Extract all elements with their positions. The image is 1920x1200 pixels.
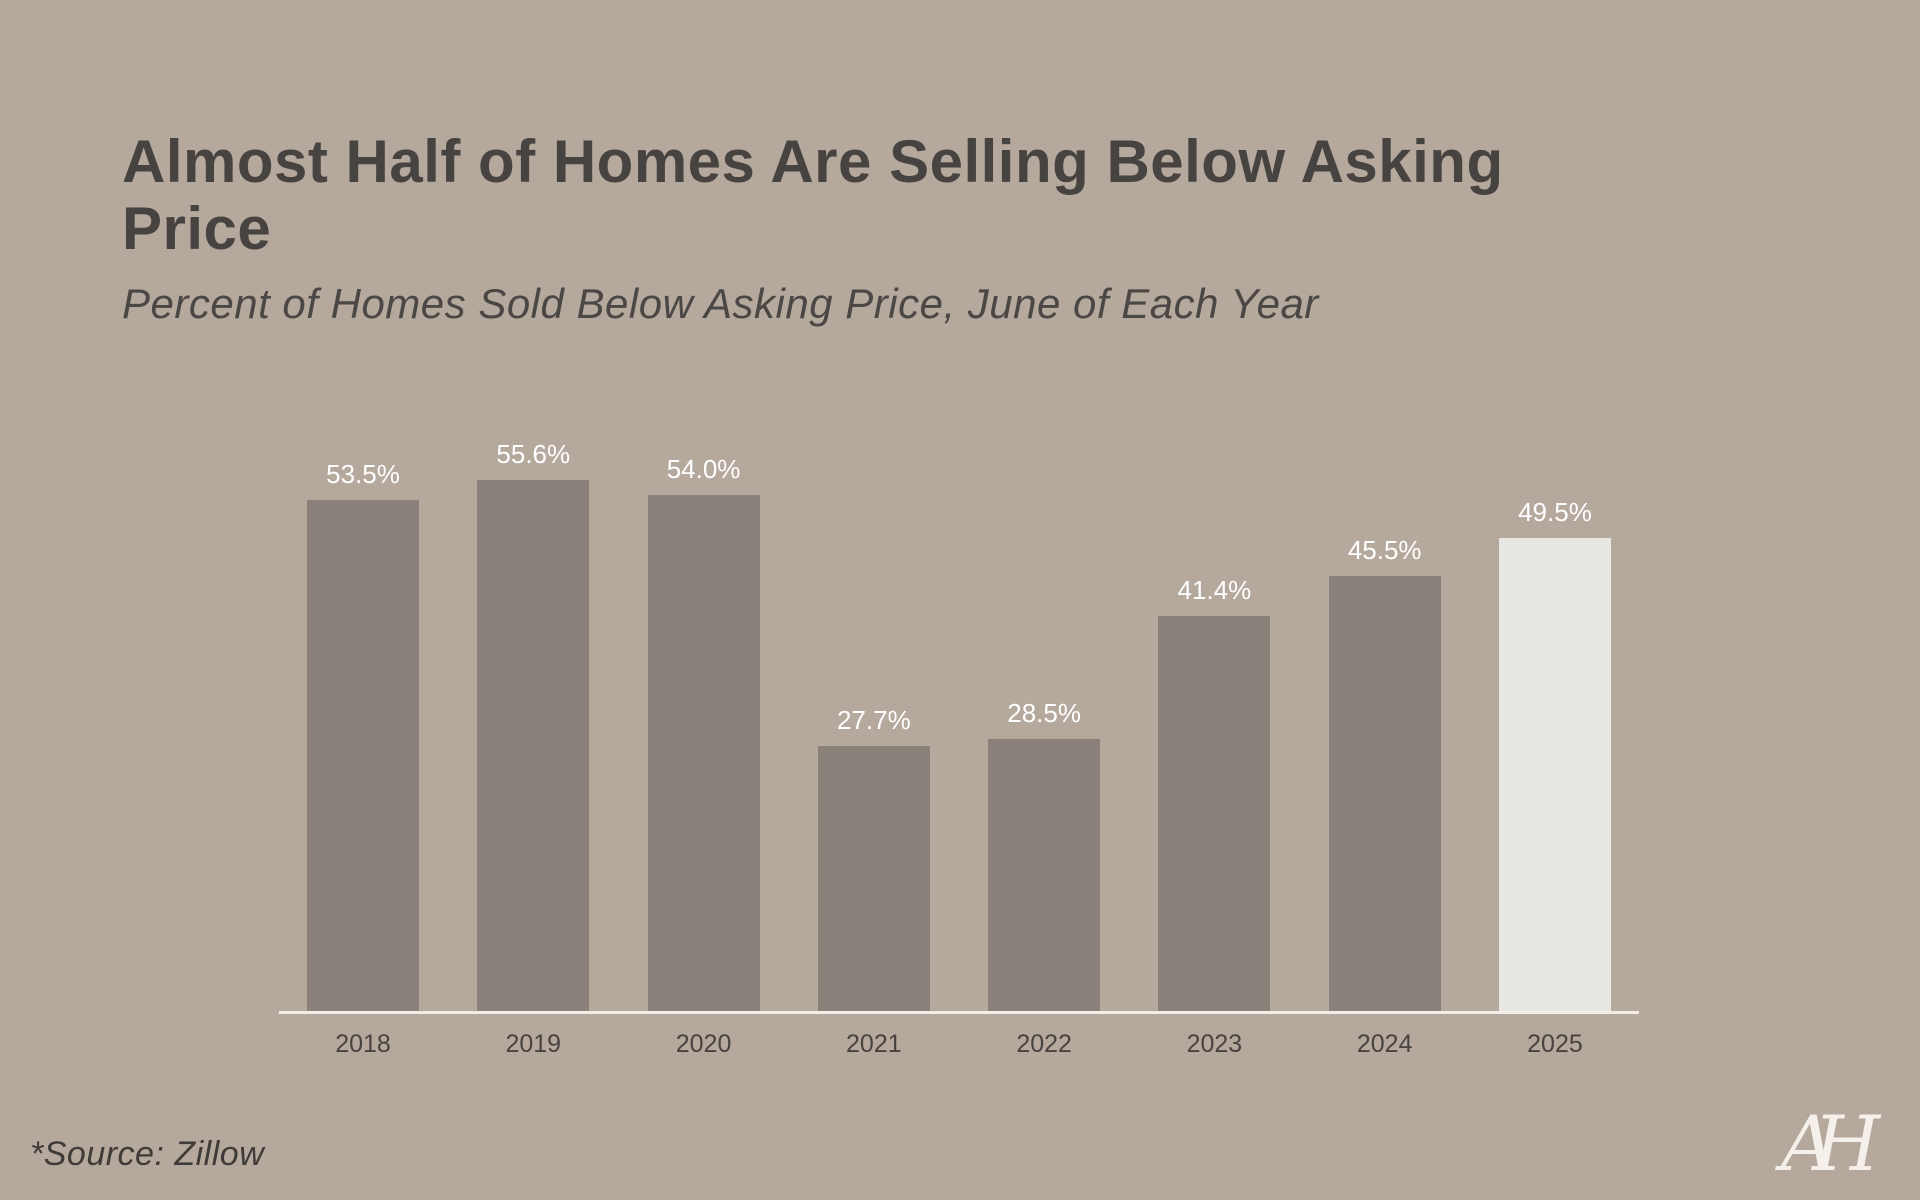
bar-2019 bbox=[477, 480, 590, 1011]
brand-logo: AH bbox=[1781, 1106, 1880, 1182]
x-axis-labels: 2018 2019 2020 2021 2022 2023 2024 2025 bbox=[279, 1030, 1639, 1059]
chart-title: Almost Half of Homes Are Selling Below A… bbox=[122, 128, 1504, 263]
bar-group-2025: 49.5% bbox=[1498, 497, 1611, 1011]
plot-area: 53.5% 55.6% 54.0% 27.7% 28.5% 41.4% 45.5% 49.5% bbox=[279, 402, 1639, 1014]
bar-chart: 53.5% 55.6% 54.0% 27.7% 28.5% 41.4% 45.5% 49.5%… bbox=[279, 402, 1639, 1059]
bar-2022 bbox=[988, 739, 1101, 1011]
x-axis-label-2023: 2023 bbox=[1186, 1030, 1243, 1058]
bar-group-2020: 54.0% bbox=[647, 454, 760, 1011]
bar-2023 bbox=[1158, 616, 1271, 1011]
bar-2018 bbox=[307, 500, 419, 1011]
bar-2024 bbox=[1328, 576, 1441, 1011]
bar-group-2018: 53.5% bbox=[307, 459, 419, 1011]
bar-group-2019: 55.6% bbox=[477, 439, 590, 1011]
bar-2025 bbox=[1498, 538, 1611, 1011]
bar-value-label: 49.5% bbox=[1518, 497, 1592, 527]
bar-value-label: 28.5% bbox=[1007, 698, 1081, 728]
chart-header: Almost Half of Homes Are Selling Below A… bbox=[122, 128, 1622, 328]
x-axis-label-2025: 2025 bbox=[1527, 1030, 1583, 1058]
x-axis-label-2024: 2024 bbox=[1356, 1030, 1413, 1058]
bar-value-label: 27.7% bbox=[836, 705, 911, 735]
x-axis-label-2022: 2022 bbox=[1016, 1030, 1072, 1058]
bar-value-label: 53.5% bbox=[326, 459, 400, 489]
logo-letter-h: H bbox=[1813, 1099, 1880, 1188]
bar-value-label: 54.0% bbox=[666, 454, 741, 484]
bar-group-2024: 45.5% bbox=[1328, 535, 1441, 1011]
bar-2021 bbox=[817, 746, 930, 1011]
bar-group-2021: 27.7% bbox=[817, 705, 930, 1011]
bar-group-2022: 28.5% bbox=[988, 698, 1101, 1011]
x-axis-label-2020: 2020 bbox=[675, 1030, 732, 1058]
x-axis-label-2018: 2018 bbox=[335, 1030, 391, 1058]
bar-value-label: 55.6% bbox=[496, 439, 571, 469]
bar-2020 bbox=[647, 495, 760, 1011]
logo-letter-a: A bbox=[1780, 1099, 1836, 1188]
chart-subtitle: Percent of Homes Sold Below Asking Price… bbox=[122, 280, 1319, 328]
source-note: *Source: Zillow bbox=[30, 1135, 265, 1173]
bar-value-label: 45.5% bbox=[1347, 535, 1422, 565]
x-axis-label-2021: 2021 bbox=[846, 1030, 902, 1058]
bar-group-2023: 41.4% bbox=[1158, 575, 1271, 1011]
x-axis-label-2019: 2019 bbox=[505, 1030, 562, 1058]
bar-value-label: 41.4% bbox=[1177, 575, 1252, 605]
